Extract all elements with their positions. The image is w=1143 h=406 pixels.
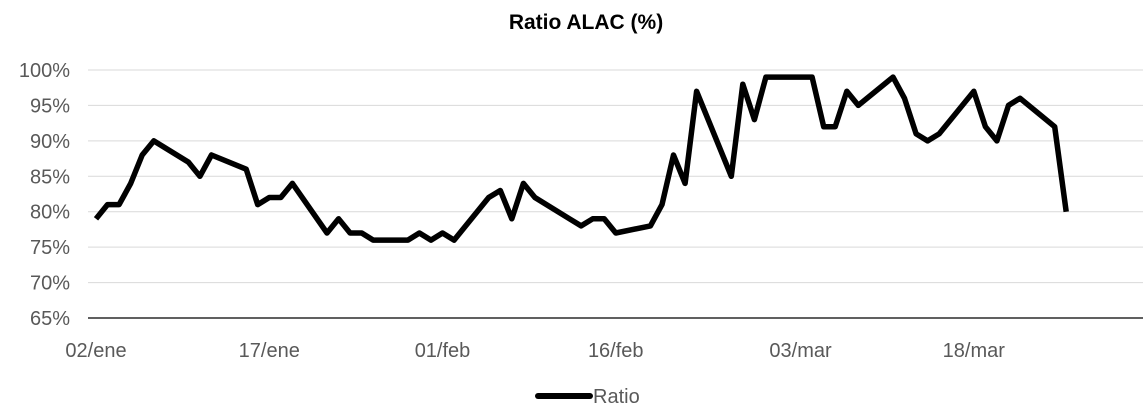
y-tick-label: 100% [19,60,70,82]
y-tick-label: 75% [30,237,70,259]
y-tick-label: 85% [30,166,70,188]
x-axis: 02/ene 17/ene 01/feb 16/feb 03/mar 18/mar [65,317,1143,362]
x-tick-label: 16/feb [588,340,644,362]
x-tick-label: 03/mar [769,340,832,362]
y-tick-label: 70% [30,273,70,295]
y-tick-label: 65% [30,308,70,330]
legend: Ratio [535,386,640,406]
series-line-ratio [93,74,1069,243]
gridlines [88,69,1143,284]
y-tick-label: 80% [30,202,70,224]
x-tick-label: 17/ene [239,340,300,362]
y-tick-label: 95% [30,95,70,117]
chart-title: Ratio ALAC (%) [509,11,663,34]
series-group [93,74,1069,243]
x-tick-label: 02/ene [65,340,126,362]
x-tick-label: 01/feb [415,340,471,362]
legend-label-ratio: Ratio [593,386,640,406]
y-tick-label: 90% [30,131,70,153]
x-tick-label: 18/mar [943,340,1006,362]
y-axis: 65% 70% 75% 80% 85% 90% 95% 100% [19,60,70,330]
